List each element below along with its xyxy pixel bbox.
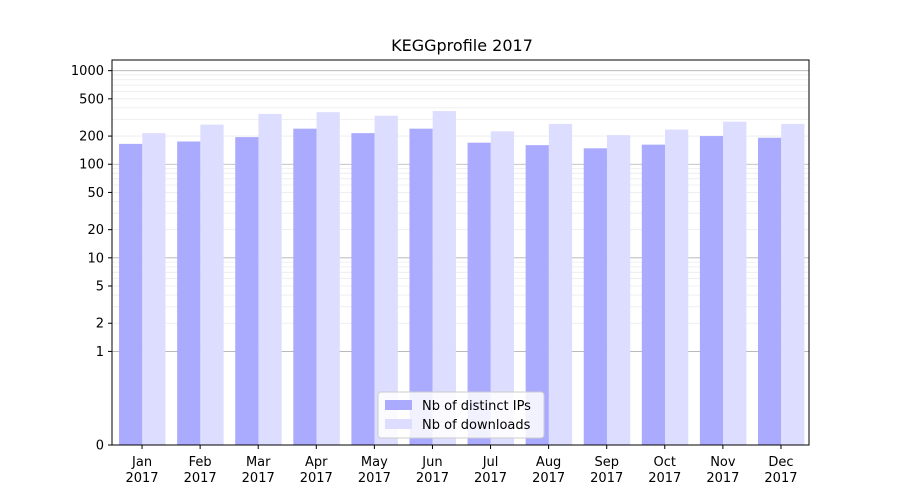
- x-tick-label-year: 2017: [125, 471, 158, 486]
- legend-swatch: [385, 419, 412, 429]
- bar-downloads: [258, 114, 281, 445]
- x-tick-label-year: 2017: [706, 471, 739, 486]
- x-tick-label-year: 2017: [532, 471, 565, 486]
- y-tick-label: 0: [96, 439, 104, 454]
- bar-distinct-ips: [293, 129, 316, 445]
- legend: Nb of distinct IPs Nb of downloads: [378, 392, 544, 438]
- bar-downloads: [317, 112, 340, 445]
- y-tick-label: 5: [96, 280, 104, 295]
- bar-distinct-ips: [642, 145, 665, 445]
- x-tick-label-year: 2017: [764, 471, 797, 486]
- bar-distinct-ips: [584, 148, 607, 445]
- y-tick-label: 100: [79, 158, 104, 173]
- x-tick-label-month: Nov: [710, 455, 736, 470]
- x-tick-label-year: 2017: [474, 471, 507, 486]
- x-tick-label-year: 2017: [184, 471, 217, 486]
- bar-downloads: [723, 122, 746, 445]
- x-tick-label-month: May: [361, 455, 388, 470]
- bar-downloads: [549, 124, 572, 445]
- x-tick-label-year: 2017: [590, 471, 623, 486]
- bar-distinct-ips: [177, 142, 200, 445]
- legend-label: Nb of downloads: [422, 418, 531, 433]
- chart-title: KEGGprofile 2017: [391, 36, 533, 55]
- y-tick-label: 10: [87, 251, 104, 266]
- y-tick-label: 500: [79, 92, 104, 107]
- x-tick-label-month: Feb: [189, 455, 212, 470]
- y-tick-label: 2: [96, 317, 104, 332]
- x-tick-label-month: Oct: [654, 455, 676, 470]
- bar-downloads: [200, 125, 223, 445]
- y-tick-label: 1: [96, 345, 104, 360]
- x-tick-label-month: Jan: [131, 455, 152, 470]
- legend-swatch: [385, 400, 412, 410]
- x-tick-label-year: 2017: [300, 471, 333, 486]
- x-tick-label-month: Dec: [768, 455, 793, 470]
- x-tick-label-year: 2017: [648, 471, 681, 486]
- x-tick-label-month: Mar: [246, 455, 271, 470]
- x-tick-label-year: 2017: [242, 471, 275, 486]
- x-tick-label-month: Jun: [421, 455, 442, 470]
- x-tick-label-month: Aug: [536, 455, 561, 470]
- y-tick-label: 1000: [71, 64, 104, 79]
- bar-distinct-ips: [235, 137, 258, 445]
- y-tick-label: 50: [87, 186, 104, 201]
- x-tick-label-year: 2017: [358, 471, 391, 486]
- bar-distinct-ips: [700, 136, 723, 445]
- y-tick-label: 200: [79, 130, 104, 145]
- bar-distinct-ips: [351, 133, 374, 445]
- bar-downloads: [142, 133, 165, 445]
- legend-label: Nb of distinct IPs: [422, 399, 531, 414]
- bar-downloads: [607, 135, 630, 445]
- bar-downloads: [781, 124, 804, 445]
- bar-downloads: [665, 130, 688, 445]
- x-tick-label-month: Jul: [482, 455, 499, 470]
- x-tick-label-year: 2017: [416, 471, 449, 486]
- x-tick-label-month: Sep: [594, 455, 619, 470]
- y-tick-label: 20: [87, 223, 104, 238]
- x-tick-label-month: Apr: [305, 455, 328, 470]
- bar-distinct-ips: [758, 138, 781, 445]
- bar-distinct-ips: [119, 144, 142, 445]
